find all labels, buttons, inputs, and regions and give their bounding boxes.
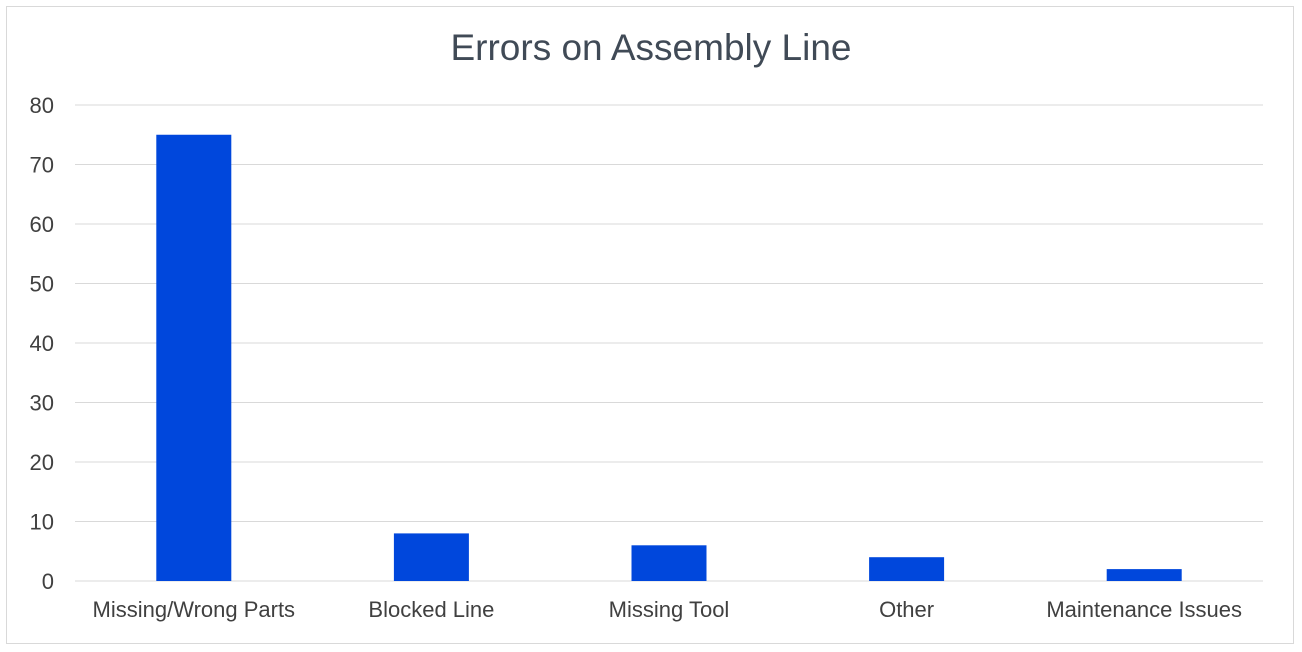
- bar: [393, 533, 469, 581]
- bar: [1106, 569, 1182, 581]
- gridlines: [75, 104, 1263, 582]
- chart-title: Errors on Assembly Line: [450, 27, 852, 68]
- y-tick-label: 70: [30, 153, 54, 178]
- bar: [869, 557, 945, 581]
- y-tick-label: 80: [30, 93, 54, 118]
- y-tick-label: 30: [30, 391, 54, 416]
- y-axis-tick-labels: 0 10 20 30 40 50 60 70 80: [30, 93, 54, 594]
- y-tick-label: 20: [30, 450, 54, 475]
- y-tick-label: 60: [30, 212, 54, 237]
- bar: [156, 134, 232, 581]
- bar: [631, 545, 707, 581]
- x-category-label: Missing/Wrong Parts: [93, 597, 296, 622]
- x-category-label: Other: [879, 597, 934, 622]
- y-tick-label: 0: [42, 569, 54, 594]
- x-category-label: Blocked Line: [368, 597, 494, 622]
- y-tick-label: 10: [30, 510, 54, 535]
- x-category-label: Missing Tool: [609, 597, 730, 622]
- y-tick-label: 40: [30, 331, 54, 356]
- x-axis-category-labels: Missing/Wrong Parts Blocked Line Missing T…: [93, 597, 1243, 622]
- x-category-label: Maintenance Issues: [1046, 597, 1242, 622]
- bars: [156, 134, 1182, 581]
- y-tick-label: 50: [30, 272, 54, 297]
